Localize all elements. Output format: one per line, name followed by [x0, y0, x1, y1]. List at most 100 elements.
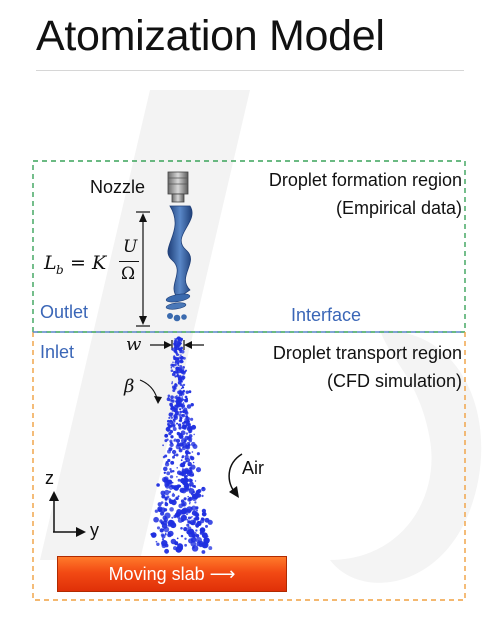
droplet	[174, 345, 177, 348]
droplet	[194, 512, 199, 517]
droplet	[164, 433, 169, 438]
droplet	[171, 382, 173, 385]
droplet	[176, 537, 179, 540]
droplet	[194, 516, 200, 521]
moving-slab: Moving slab ⟶	[57, 556, 287, 592]
droplet	[182, 461, 186, 465]
droplet	[174, 400, 178, 403]
droplet	[180, 349, 185, 354]
droplet	[166, 438, 169, 441]
droplet	[164, 454, 168, 458]
droplet	[171, 363, 175, 367]
droplet	[164, 497, 168, 501]
droplet	[190, 456, 195, 461]
droplet	[174, 486, 179, 491]
droplet	[171, 412, 174, 415]
axis-z-label: z	[45, 468, 54, 488]
droplet	[175, 438, 181, 443]
spray-angle-arrow	[139, 379, 159, 403]
droplet	[185, 450, 188, 453]
droplet	[182, 481, 184, 484]
droplet	[175, 453, 179, 457]
droplet	[183, 407, 188, 412]
droplet	[200, 517, 204, 521]
droplet	[161, 538, 165, 541]
page-title: Atomization Model	[36, 12, 385, 60]
breakup-length-arrow	[136, 211, 150, 327]
moving-slab-label: Moving slab	[108, 564, 205, 584]
droplet	[188, 464, 191, 467]
droplet	[177, 423, 182, 427]
droplet	[178, 426, 182, 430]
droplet	[179, 356, 184, 360]
droplet	[182, 446, 185, 449]
equation-numerator: U	[123, 237, 138, 257]
droplet	[164, 502, 169, 507]
droplet	[192, 461, 195, 464]
droplet	[187, 441, 190, 445]
droplet	[193, 433, 195, 436]
droplet	[187, 495, 189, 498]
droplet	[180, 459, 183, 462]
droplet	[164, 512, 171, 519]
droplet	[169, 467, 172, 471]
droplet	[153, 516, 159, 523]
droplet	[179, 364, 181, 367]
droplet	[165, 542, 168, 545]
droplet	[176, 336, 181, 340]
droplet	[172, 408, 177, 412]
droplet	[180, 534, 184, 538]
droplet	[192, 444, 198, 449]
droplet	[195, 509, 199, 512]
droplet	[172, 492, 174, 495]
droplet	[164, 543, 169, 548]
droplet	[170, 538, 177, 545]
droplet	[177, 495, 180, 498]
droplet	[185, 415, 189, 419]
droplet	[197, 520, 200, 523]
droplet	[173, 355, 176, 358]
droplet	[169, 469, 173, 473]
liquid-jet	[165, 205, 193, 322]
droplet	[156, 542, 160, 547]
droplet	[171, 516, 174, 519]
formation-region-label: Droplet formation region	[268, 170, 462, 190]
droplet	[182, 508, 188, 513]
droplet	[189, 516, 192, 519]
droplet	[172, 455, 175, 459]
droplet	[188, 451, 191, 455]
droplet	[202, 486, 205, 490]
droplet	[170, 416, 174, 419]
droplet	[161, 534, 166, 539]
droplet	[164, 489, 170, 496]
droplet	[165, 426, 171, 432]
droplet	[181, 380, 183, 383]
droplet	[180, 354, 182, 357]
droplet	[173, 498, 176, 501]
equation-lhs-subscript: b	[56, 263, 64, 277]
droplet	[195, 529, 198, 532]
droplet	[173, 414, 176, 417]
droplet	[177, 360, 181, 364]
droplet	[182, 383, 186, 387]
droplet	[167, 394, 171, 398]
droplet	[182, 356, 186, 360]
droplet	[174, 363, 177, 367]
droplet	[190, 464, 196, 470]
droplet	[179, 449, 182, 451]
droplet	[190, 473, 193, 476]
droplet	[182, 477, 188, 483]
droplet	[176, 422, 179, 425]
droplet	[151, 532, 157, 538]
droplet	[164, 548, 170, 554]
droplet	[181, 468, 184, 471]
droplet	[162, 444, 165, 447]
droplet	[169, 520, 175, 526]
droplet	[201, 532, 208, 539]
droplet	[180, 527, 183, 530]
droplet	[162, 520, 168, 525]
droplet	[192, 546, 195, 549]
droplet	[173, 438, 177, 442]
droplet	[159, 528, 164, 533]
droplet	[196, 452, 200, 456]
